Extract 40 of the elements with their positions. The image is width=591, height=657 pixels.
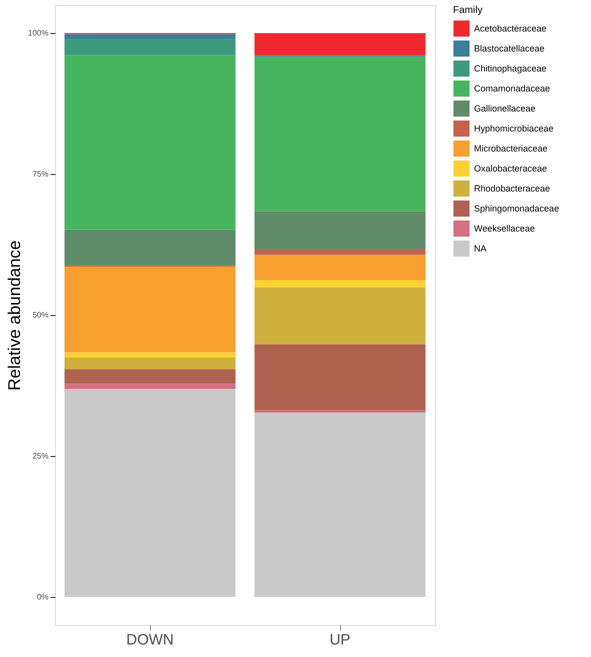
bar <box>64 34 236 40</box>
bar <box>254 280 426 288</box>
x-tick-label: DOWN <box>126 632 174 648</box>
bar <box>254 57 426 212</box>
bar <box>254 33 426 56</box>
y-tick-label: 75% <box>32 170 48 179</box>
legend-label: Rhodobacteraceae <box>474 184 550 194</box>
legend-label: Comamonadaceae <box>474 84 550 94</box>
legend-label: Microbacteriaceae <box>474 144 548 154</box>
legend-label: NA <box>474 244 487 254</box>
bar <box>64 388 236 597</box>
legend-label: Weeksellaceae <box>474 224 535 234</box>
bar <box>64 55 236 230</box>
bar <box>254 287 426 344</box>
bar <box>254 249 426 255</box>
legend-label: Acetobacteraceae <box>474 24 547 34</box>
y-axis-title: Relative abundance <box>5 240 24 391</box>
bar <box>254 211 426 250</box>
bar <box>254 412 426 597</box>
x-tick-label: UP <box>330 632 350 648</box>
bar <box>64 230 236 266</box>
bar <box>254 254 426 280</box>
bar <box>64 266 236 352</box>
legend-label: Gallionellaceae <box>474 104 536 114</box>
y-tick-label: 100% <box>28 28 48 38</box>
legend-label: Blastocatellaceae <box>474 44 545 54</box>
bar <box>254 344 426 410</box>
legend-label: Sphingomonadaceae <box>474 204 560 214</box>
legend-label: Hyphomicrobiaceae <box>474 124 554 134</box>
legend-title: Family <box>453 5 482 16</box>
y-tick-label: 25% <box>32 451 48 460</box>
bar <box>64 352 236 358</box>
bar <box>64 39 236 56</box>
y-tick-label: 50% <box>32 310 48 320</box>
bar <box>64 357 236 370</box>
legend-label: Oxalobacteraceae <box>474 164 548 174</box>
legend-label: Chitinophagaceae <box>474 64 547 74</box>
bar <box>64 369 236 384</box>
bar <box>64 384 236 389</box>
y-tick-label: 0% <box>36 592 48 602</box>
